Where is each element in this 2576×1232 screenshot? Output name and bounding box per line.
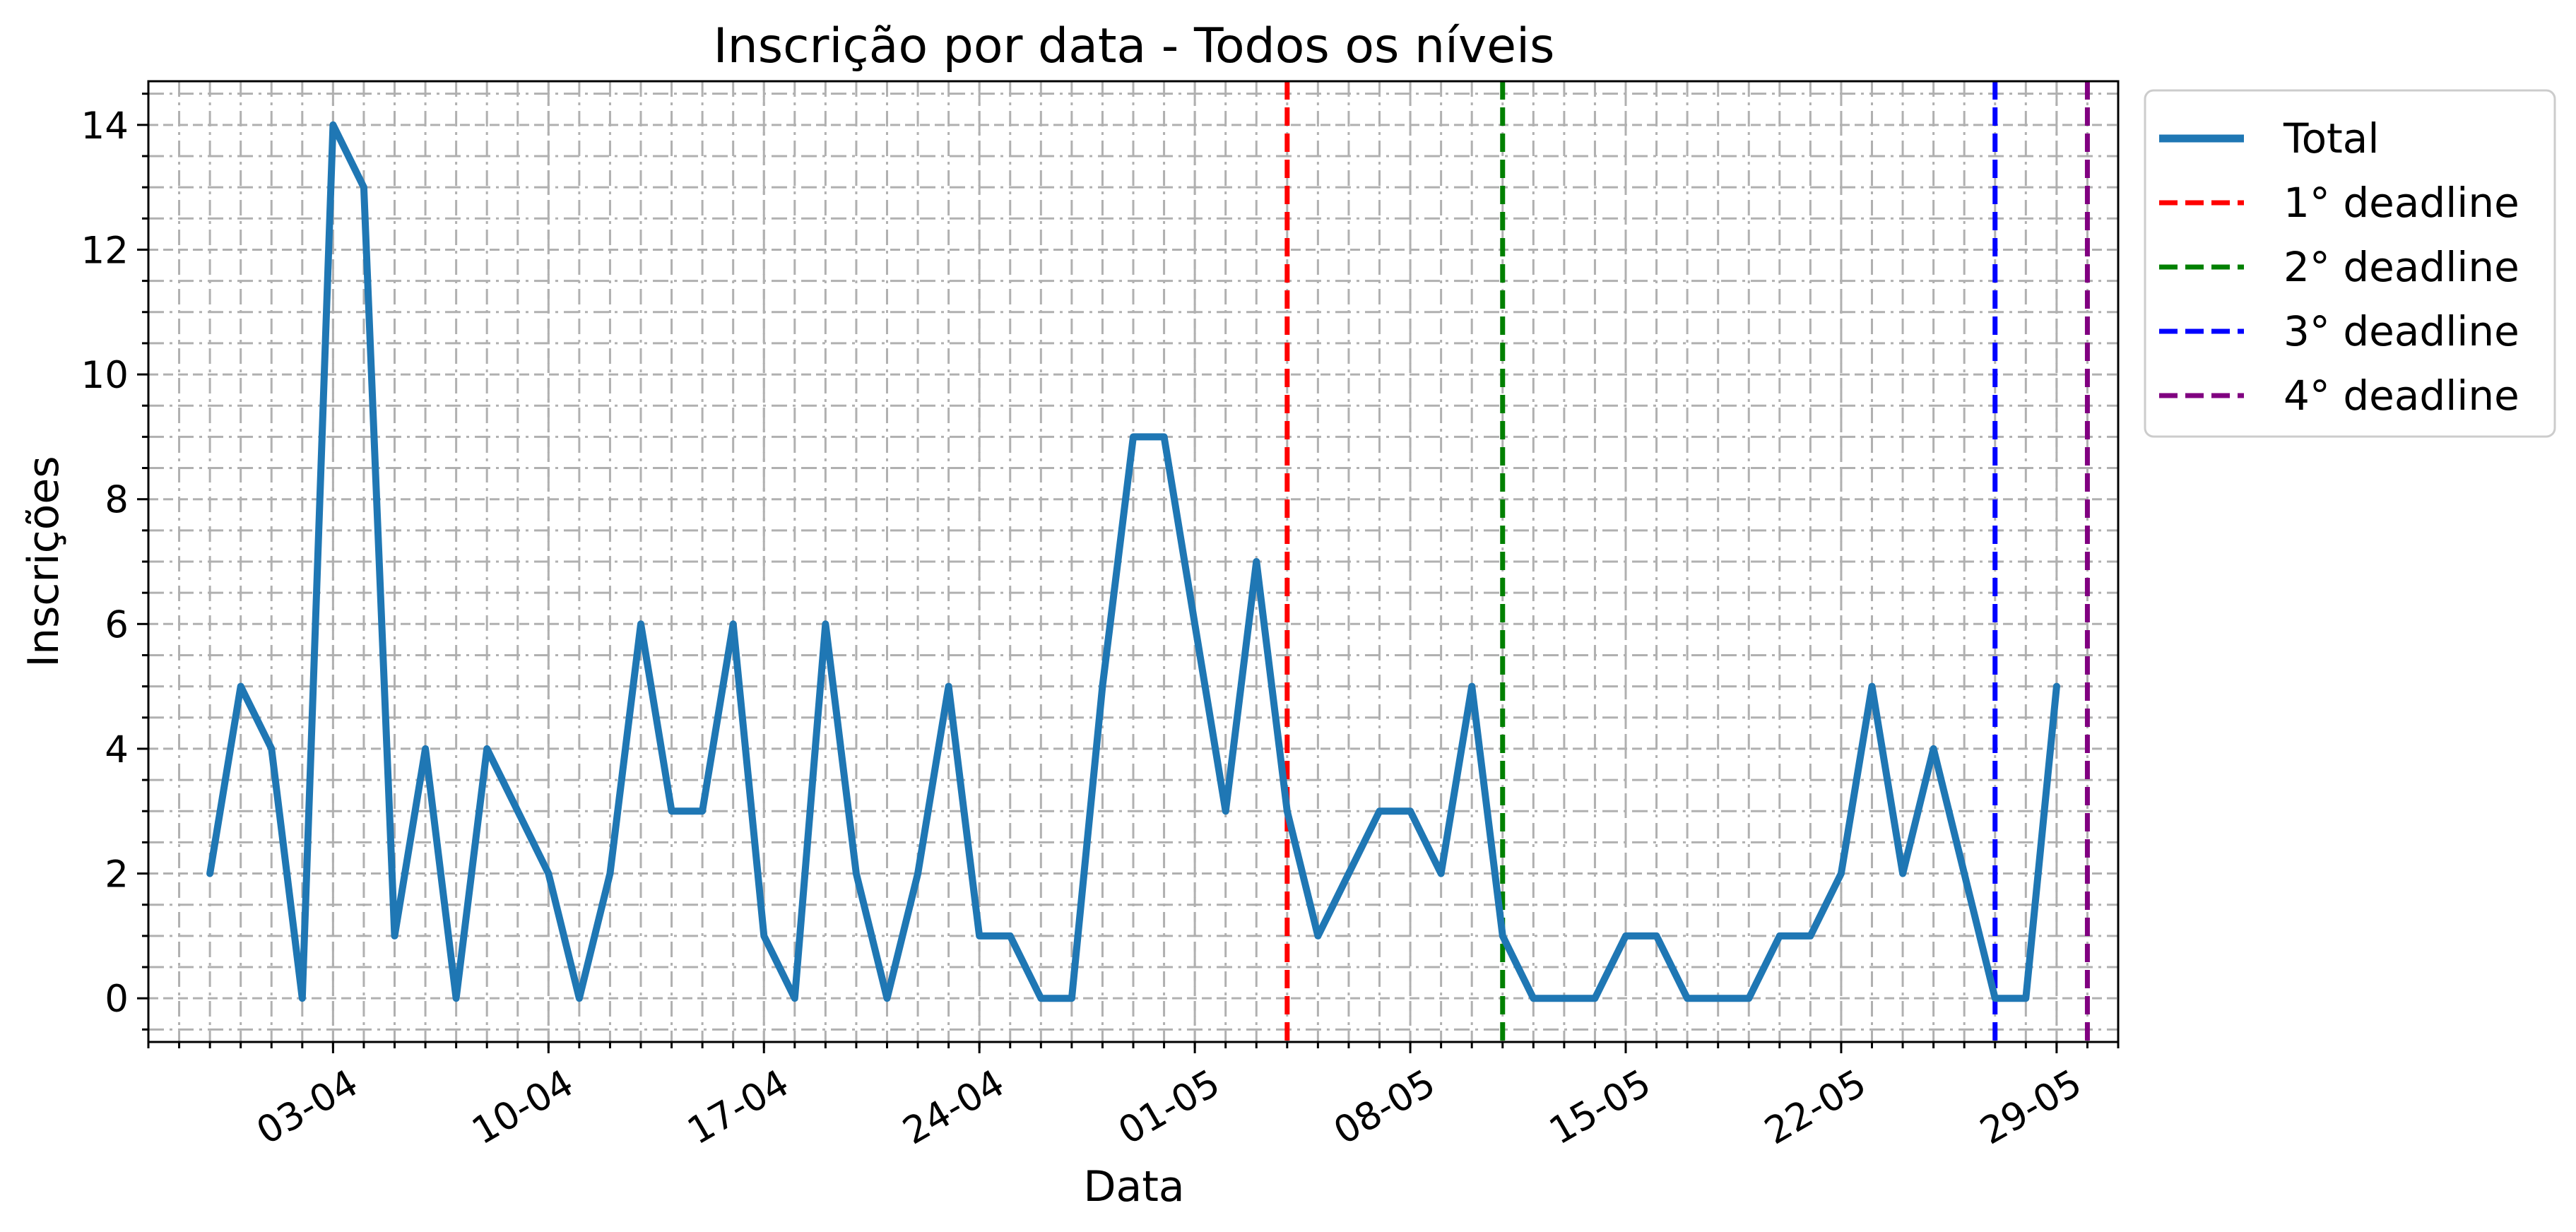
x-tick-label: 17-04 xyxy=(680,1062,796,1154)
y-axis-label: Inscrições xyxy=(19,456,69,667)
legend-label: Total xyxy=(2283,114,2379,162)
y-tick-label: 0 xyxy=(105,978,129,1021)
major-gridlines xyxy=(148,81,2118,1042)
x-tick-label: 08-05 xyxy=(1327,1062,1443,1154)
y-tick-label: 6 xyxy=(105,603,129,646)
legend-box xyxy=(2144,89,2556,438)
y-tick-label: 10 xyxy=(81,354,129,397)
chart-title: Inscrição por data - Todos os níveis xyxy=(714,18,1555,74)
series-group xyxy=(206,121,2060,1002)
legend-label: 4° deadline xyxy=(2283,372,2519,420)
y-tick-label: 4 xyxy=(105,728,129,771)
x-tick-label: 15-05 xyxy=(1542,1062,1658,1154)
y-axis-ticks: 0 2 4 6 8 10 12 14 xyxy=(81,93,148,1031)
y-tick-label: 14 xyxy=(81,105,129,148)
deadline-lines xyxy=(1284,81,2090,1042)
legend-label: 2° deadline xyxy=(2283,243,2519,291)
x-axis-label: Data xyxy=(1083,1162,1184,1212)
y-tick-label: 12 xyxy=(81,229,129,272)
legend-label: 3° deadline xyxy=(2283,307,2519,355)
x-tick-label: 29-05 xyxy=(1973,1062,2089,1154)
y-tick-label: 2 xyxy=(105,853,129,896)
series-line-total xyxy=(206,121,2060,1002)
x-tick-label: 10-04 xyxy=(465,1062,581,1154)
x-axis-ticks: 03-04 10-04 17-04 24-04 01-05 08-05 15-05 22-05… xyxy=(147,1042,2120,1154)
y-tick-label: 8 xyxy=(105,479,129,522)
x-tick-label: 22-05 xyxy=(1758,1062,1874,1154)
x-tick-label: 03-04 xyxy=(249,1062,365,1154)
x-tick-label: 01-05 xyxy=(1111,1062,1227,1154)
legend: Total 1° deadline 2° deadline 3° deadline 4°… xyxy=(2144,89,2556,438)
legend-label: 1° deadline xyxy=(2283,179,2519,227)
x-tick-label: 24-04 xyxy=(896,1062,1012,1154)
